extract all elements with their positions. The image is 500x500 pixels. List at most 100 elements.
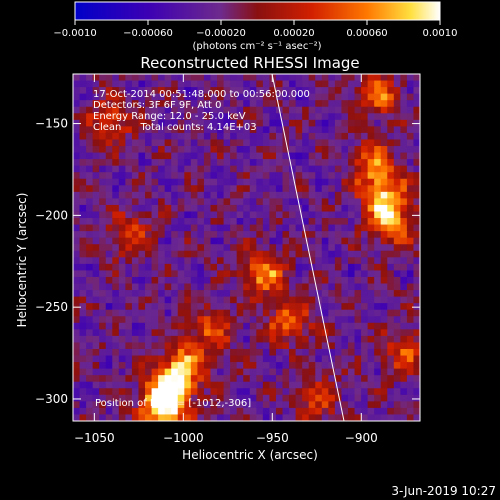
heatmap-cell	[138, 146, 146, 154]
heatmap-cell	[334, 113, 343, 121]
heatmap-cell	[262, 329, 271, 337]
heatmap-cell	[184, 388, 192, 396]
heatmap-cell	[210, 263, 218, 272]
heatmap-cell	[282, 211, 290, 219]
heatmap-cell	[230, 401, 238, 409]
heatmap-cell	[302, 80, 310, 88]
heatmap-cell	[131, 329, 140, 337]
heatmap-cell	[86, 106, 94, 114]
heatmap-cell	[230, 244, 238, 252]
heatmap-cell	[347, 211, 356, 219]
heatmap-cell	[328, 100, 336, 108]
heatmap-cell	[92, 414, 100, 421]
heatmap-cell	[86, 270, 94, 278]
heatmap-cell	[262, 375, 271, 383]
heatmap-cell	[321, 139, 329, 147]
heatmap-cell	[177, 191, 185, 199]
heatmap-cell	[118, 146, 126, 154]
heatmap-cell	[295, 355, 303, 363]
heatmap-cell	[86, 74, 94, 82]
heatmap-cell	[217, 191, 225, 199]
heatmap-cell	[393, 204, 401, 213]
heatmap-cell	[282, 113, 290, 121]
heatmap-cell	[92, 388, 100, 396]
heatmap-cell	[125, 74, 133, 82]
heatmap-cell	[203, 100, 212, 108]
heatmap-cell	[302, 362, 310, 370]
heatmap-cell	[243, 191, 251, 199]
heatmap-cell	[164, 132, 172, 141]
heatmap-cell	[380, 204, 388, 213]
heatmap-cell	[341, 198, 349, 206]
heatmap-cell	[262, 146, 271, 154]
heatmap-cell	[256, 335, 264, 344]
heatmap-cell	[217, 342, 225, 350]
heatmap-cell	[236, 388, 244, 396]
heatmap-cell	[400, 257, 408, 265]
heatmap-cell	[406, 87, 415, 95]
heatmap-cell	[341, 113, 349, 121]
heatmap-cell	[289, 329, 297, 337]
heatmap-cell	[262, 368, 271, 376]
heatmap-cell	[203, 394, 212, 402]
heatmap-cell	[361, 368, 369, 376]
heatmap-cell	[197, 414, 205, 421]
heatmap-cell	[328, 335, 336, 344]
heatmap-cell	[243, 165, 251, 173]
heatmap-cell	[249, 178, 257, 186]
heatmap-cell	[354, 185, 362, 193]
heatmap-cell	[164, 303, 172, 311]
heatmap-cell	[145, 335, 153, 344]
heatmap-cell	[341, 388, 349, 396]
heatmap-cell	[328, 244, 336, 252]
heatmap-cell	[79, 296, 87, 304]
heatmap-cell	[321, 394, 329, 402]
heatmap-cell	[177, 172, 185, 180]
heatmap-cell	[145, 106, 153, 114]
heatmap-cell	[341, 263, 349, 272]
heatmap-cell	[367, 283, 375, 291]
heatmap-cell	[197, 87, 205, 95]
heatmap-cell	[151, 290, 159, 298]
heatmap-cell	[354, 355, 362, 363]
heatmap-cell	[328, 87, 336, 95]
heatmap-cell	[413, 381, 420, 389]
heatmap-cell	[197, 276, 205, 285]
heatmap-cell	[289, 237, 297, 245]
heatmap-cell	[361, 381, 369, 389]
heatmap-cell	[99, 198, 107, 206]
heatmap-cell	[184, 322, 192, 330]
heatmap-cell	[73, 375, 81, 383]
heatmap-cell	[203, 388, 212, 396]
heatmap-cell	[269, 132, 277, 141]
heatmap-cell	[328, 178, 336, 186]
heatmap-cell	[302, 290, 310, 298]
heatmap-cell	[387, 126, 395, 134]
heatmap-cell	[79, 322, 87, 330]
heatmap-cell	[321, 368, 329, 376]
heatmap-cell	[243, 211, 251, 219]
heatmap-cell	[230, 185, 238, 193]
heatmap-cell	[262, 159, 271, 167]
heatmap-cell	[328, 362, 336, 370]
heatmap-cell	[315, 329, 323, 337]
heatmap-cell	[112, 303, 120, 311]
heatmap-cell	[105, 381, 113, 389]
heatmap-cell	[262, 276, 271, 285]
heatmap-cell	[400, 276, 408, 285]
heatmap-cell	[269, 237, 277, 245]
heatmap-cell	[400, 401, 408, 409]
heatmap-cell	[334, 257, 343, 265]
heatmap-cell	[210, 407, 218, 416]
heatmap-cell	[203, 231, 212, 239]
heatmap-cell	[164, 113, 172, 121]
heatmap-cell	[217, 263, 225, 272]
heatmap-cell	[289, 290, 297, 298]
heatmap-cell	[282, 159, 290, 167]
heatmap-cell	[302, 198, 310, 206]
heatmap-cell	[236, 375, 244, 383]
heatmap-cell	[164, 80, 172, 88]
heatmap-cell	[275, 218, 284, 226]
heatmap-cell	[138, 283, 146, 291]
heatmap-cell	[92, 407, 100, 416]
